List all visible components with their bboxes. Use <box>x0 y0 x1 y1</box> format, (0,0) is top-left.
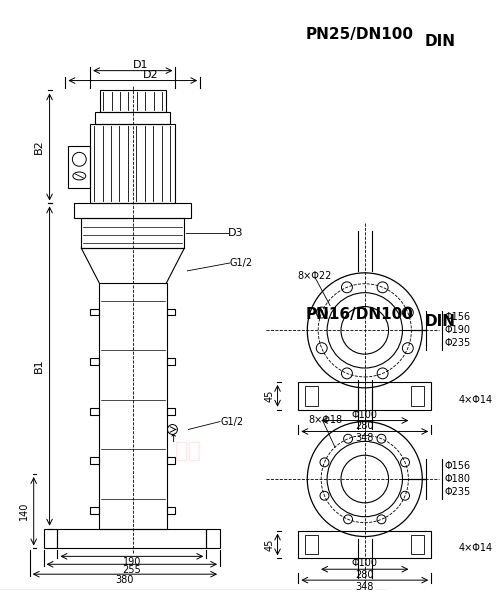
Text: 380: 380 <box>116 575 134 585</box>
Text: 8×Φ22: 8×Φ22 <box>298 271 332 281</box>
Text: Φ190: Φ190 <box>444 326 470 336</box>
Bar <box>90 308 99 315</box>
Bar <box>306 535 318 554</box>
Text: 255: 255 <box>122 565 141 575</box>
Bar <box>206 529 220 548</box>
Text: G1/2: G1/2 <box>230 258 253 268</box>
Bar <box>58 529 206 548</box>
Text: B2: B2 <box>34 140 43 154</box>
Text: 45: 45 <box>264 390 274 402</box>
Bar <box>412 386 424 406</box>
Text: B1: B1 <box>34 359 43 374</box>
Text: 4×Φ14: 4×Φ14 <box>459 395 493 405</box>
Bar <box>166 358 175 365</box>
Text: ↑: ↑ <box>169 434 178 444</box>
Bar <box>166 308 175 315</box>
Bar <box>90 358 99 365</box>
Text: 8×Φ18: 8×Φ18 <box>308 415 342 425</box>
Text: Φ156: Φ156 <box>444 312 470 323</box>
Text: D2: D2 <box>143 69 158 80</box>
Bar <box>166 457 175 464</box>
Text: Φ235: Φ235 <box>444 338 470 348</box>
Bar <box>95 112 170 124</box>
Bar <box>298 530 431 558</box>
Bar <box>306 386 318 406</box>
Bar <box>90 507 99 514</box>
Text: Φ180: Φ180 <box>444 474 470 484</box>
Text: Φ156: Φ156 <box>444 461 470 471</box>
Bar <box>166 407 175 415</box>
Text: DIN: DIN <box>424 34 455 49</box>
Text: 280: 280 <box>356 422 374 431</box>
Bar <box>90 457 99 464</box>
Text: PN16/DN100: PN16/DN100 <box>306 307 414 322</box>
Text: 淼泵: 淼泵 <box>175 441 202 462</box>
Bar <box>82 219 184 248</box>
Bar <box>74 204 192 219</box>
Bar <box>90 124 176 204</box>
Text: 4×Φ14: 4×Φ14 <box>459 544 493 554</box>
Text: D3: D3 <box>228 228 244 238</box>
Text: 280: 280 <box>356 570 374 580</box>
Text: PN25/DN100: PN25/DN100 <box>306 27 414 42</box>
Text: DIN: DIN <box>424 314 455 329</box>
Bar <box>99 283 166 529</box>
Text: G1/2: G1/2 <box>220 416 243 426</box>
Text: 348: 348 <box>356 434 374 443</box>
Text: 348: 348 <box>356 582 374 592</box>
Bar <box>166 507 175 514</box>
Bar <box>298 382 431 410</box>
Bar <box>68 146 90 188</box>
Text: 45: 45 <box>264 538 274 551</box>
Text: 140: 140 <box>19 502 29 520</box>
Bar <box>412 535 424 554</box>
Bar <box>90 407 99 415</box>
Text: Φ100: Φ100 <box>352 410 378 419</box>
Text: 190: 190 <box>122 557 141 567</box>
Polygon shape <box>82 248 184 283</box>
Text: D1: D1 <box>133 60 148 69</box>
Bar <box>44 529 58 548</box>
Text: Φ100: Φ100 <box>352 558 378 568</box>
Text: Φ235: Φ235 <box>444 487 470 497</box>
Bar <box>100 90 166 112</box>
